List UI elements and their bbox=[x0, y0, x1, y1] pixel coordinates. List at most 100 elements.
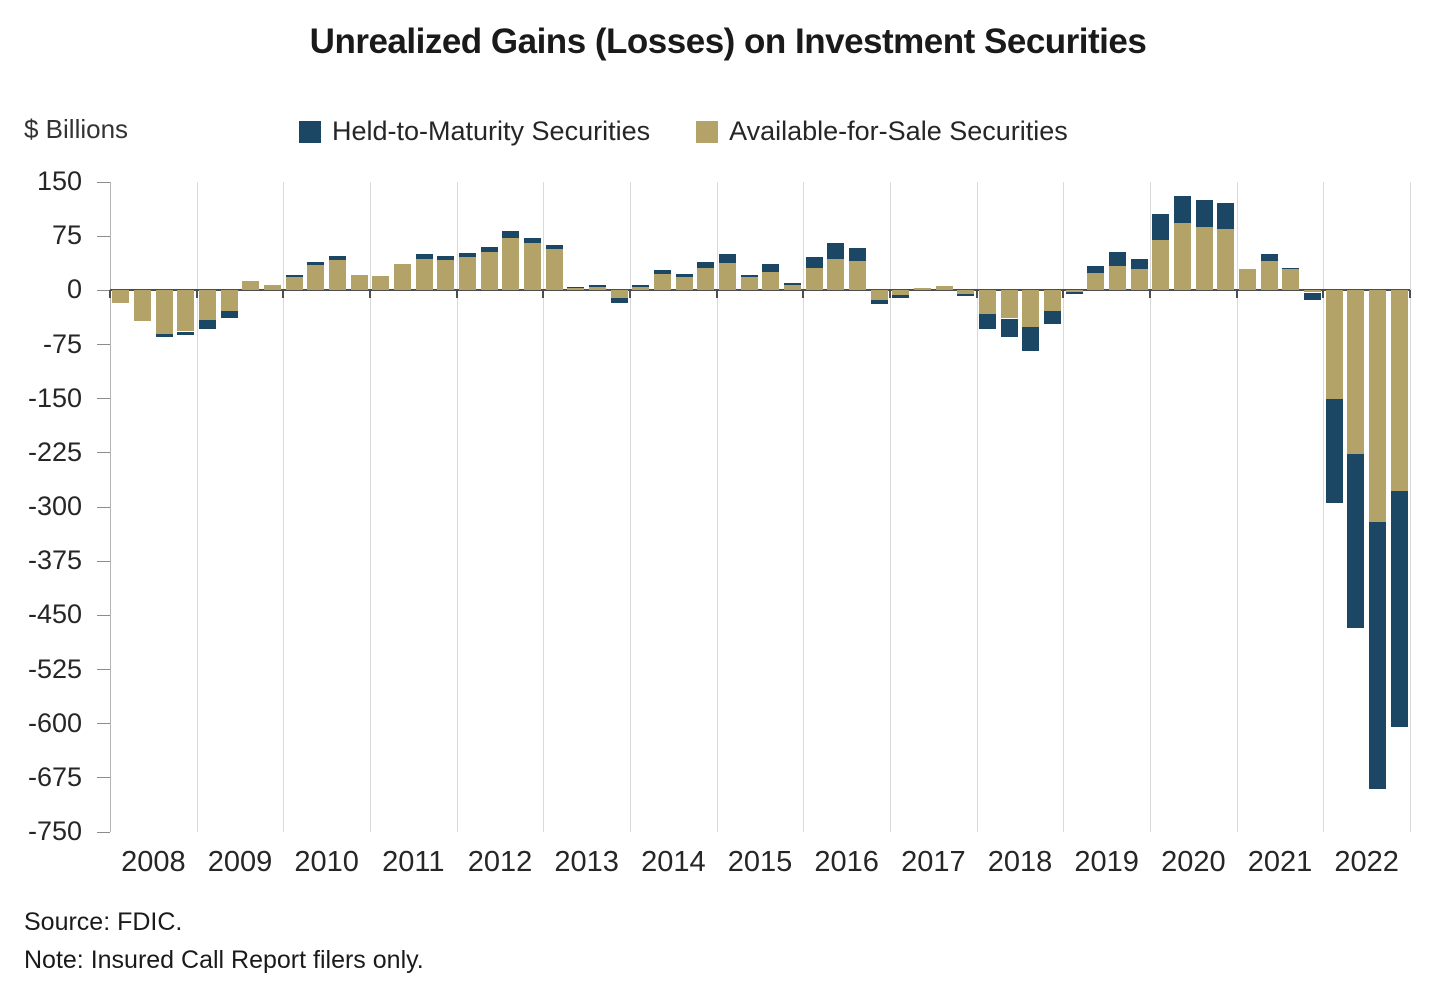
x-tick-mark bbox=[195, 290, 198, 299]
bar-segment-htm bbox=[1282, 267, 1300, 270]
x-tick-mark bbox=[369, 290, 371, 299]
bar-segment-afs bbox=[459, 257, 476, 291]
bar-segment-htm bbox=[1109, 252, 1126, 266]
bar-segment-htm bbox=[1000, 318, 1018, 338]
bar-segment-htm bbox=[1087, 265, 1105, 273]
y-tick-mark bbox=[97, 344, 110, 345]
bar-segment-afs bbox=[1390, 290, 1408, 492]
bar-segment-afs bbox=[480, 252, 498, 291]
y-tick-mark bbox=[97, 289, 110, 291]
x-tick-label: 2008 bbox=[121, 846, 186, 878]
bar-segment-afs bbox=[654, 273, 671, 291]
bar-segment-afs bbox=[675, 277, 693, 291]
bar-segment-afs bbox=[805, 267, 823, 291]
bar-segment-afs bbox=[524, 243, 541, 291]
bar-segment-htm bbox=[1369, 522, 1386, 789]
y-tick-label: -75 bbox=[42, 328, 82, 359]
gridline-year bbox=[370, 182, 371, 832]
source-note: Source: FDIC. bbox=[24, 908, 183, 936]
y-tick-label: -600 bbox=[27, 707, 82, 738]
x-tick-label: 2021 bbox=[1247, 846, 1313, 878]
bar-segment-afs bbox=[914, 288, 931, 291]
x-tick-label: 2018 bbox=[987, 846, 1053, 878]
bar-segment-htm bbox=[1044, 310, 1061, 324]
bar-segment-htm bbox=[979, 314, 996, 330]
legend: Held-to-Maturity Securities Available-for… bbox=[299, 116, 1068, 147]
bar-segment-afs bbox=[1217, 228, 1235, 291]
bar-segment-htm bbox=[1260, 253, 1278, 261]
bar-segment-htm bbox=[285, 275, 303, 278]
x-tick-mark bbox=[715, 290, 718, 299]
y-tick-mark bbox=[97, 669, 110, 670]
x-tick-mark bbox=[889, 290, 891, 299]
y-tick-label: 150 bbox=[36, 166, 82, 196]
bar-segment-afs bbox=[632, 286, 650, 291]
bar-segment-afs bbox=[1260, 260, 1278, 291]
bar-segment-afs bbox=[1304, 290, 1321, 293]
bar-segment-afs bbox=[827, 258, 845, 291]
bar-segment-afs bbox=[567, 288, 585, 291]
x-tick-label: 2016 bbox=[814, 846, 879, 878]
bar-segment-htm bbox=[480, 247, 498, 253]
bar-segment-afs bbox=[415, 258, 433, 291]
zero-line bbox=[110, 289, 1410, 292]
bar-segment-htm bbox=[459, 252, 476, 258]
x-tick-label: 2011 bbox=[382, 846, 445, 878]
legend-swatch bbox=[299, 120, 321, 143]
bar-segment-htm bbox=[849, 248, 866, 262]
x-tick-label: 2014 bbox=[641, 846, 706, 878]
bar-segment-afs bbox=[1174, 223, 1191, 291]
bar-segment-afs bbox=[979, 290, 996, 315]
bar-segment-htm bbox=[437, 256, 455, 260]
x-tick-label: 2019 bbox=[1074, 846, 1139, 878]
y-tick-mark bbox=[97, 614, 110, 616]
x-tick-mark bbox=[1149, 290, 1151, 299]
y-tick-mark bbox=[97, 723, 110, 725]
bar-segment-afs bbox=[762, 271, 780, 291]
bar-segment-afs bbox=[1065, 290, 1083, 292]
bar-segment-htm bbox=[740, 275, 758, 278]
bar-segment-afs bbox=[1022, 290, 1040, 328]
gridline-year bbox=[1236, 182, 1238, 832]
gridline-year bbox=[1323, 182, 1325, 832]
y-tick-mark bbox=[97, 777, 110, 779]
bar-segment-htm bbox=[805, 257, 823, 268]
bar-segment-afs bbox=[1195, 226, 1213, 291]
bar-segment-afs bbox=[350, 275, 368, 291]
bar-segment-afs bbox=[610, 290, 628, 298]
x-tick-label: 2017 bbox=[901, 846, 966, 878]
bar-segment-htm bbox=[502, 231, 520, 239]
bar-segment-htm bbox=[177, 331, 195, 336]
y-tick-label: -225 bbox=[27, 436, 82, 467]
x-tick-label: 2009 bbox=[207, 846, 273, 878]
bar-segment-afs bbox=[957, 290, 975, 294]
bar-segment-htm bbox=[307, 262, 325, 266]
y-tick-mark bbox=[97, 560, 110, 562]
bar-segment-afs bbox=[1152, 239, 1170, 291]
bar-segment-htm bbox=[1022, 327, 1040, 351]
bar-segment-afs bbox=[784, 285, 801, 291]
y-tick-label: -300 bbox=[27, 491, 82, 521]
bar-segment-afs bbox=[589, 286, 606, 291]
bar-segment-afs bbox=[502, 238, 520, 291]
x-tick-mark bbox=[1409, 290, 1411, 299]
gridline-year bbox=[1063, 182, 1065, 832]
x-tick-mark bbox=[975, 290, 978, 299]
bar-segment-htm bbox=[589, 285, 606, 287]
bar-segment-afs bbox=[870, 290, 888, 301]
bar-segment-htm bbox=[1174, 195, 1191, 224]
x-tick-mark bbox=[109, 290, 111, 299]
y-tick-label: 0 bbox=[66, 274, 82, 305]
gridline-year bbox=[890, 182, 891, 832]
bar-segment-htm bbox=[1130, 258, 1148, 269]
x-tick-label: 2012 bbox=[467, 846, 533, 878]
y-tick-label: -375 bbox=[27, 545, 82, 576]
x-tick-mark bbox=[1062, 290, 1065, 299]
bar-segment-afs bbox=[307, 265, 325, 291]
y-tick-label: -525 bbox=[27, 653, 82, 684]
bar-segment-afs bbox=[935, 286, 953, 291]
gridline-year bbox=[716, 182, 718, 832]
bar-segment-htm bbox=[784, 283, 801, 286]
